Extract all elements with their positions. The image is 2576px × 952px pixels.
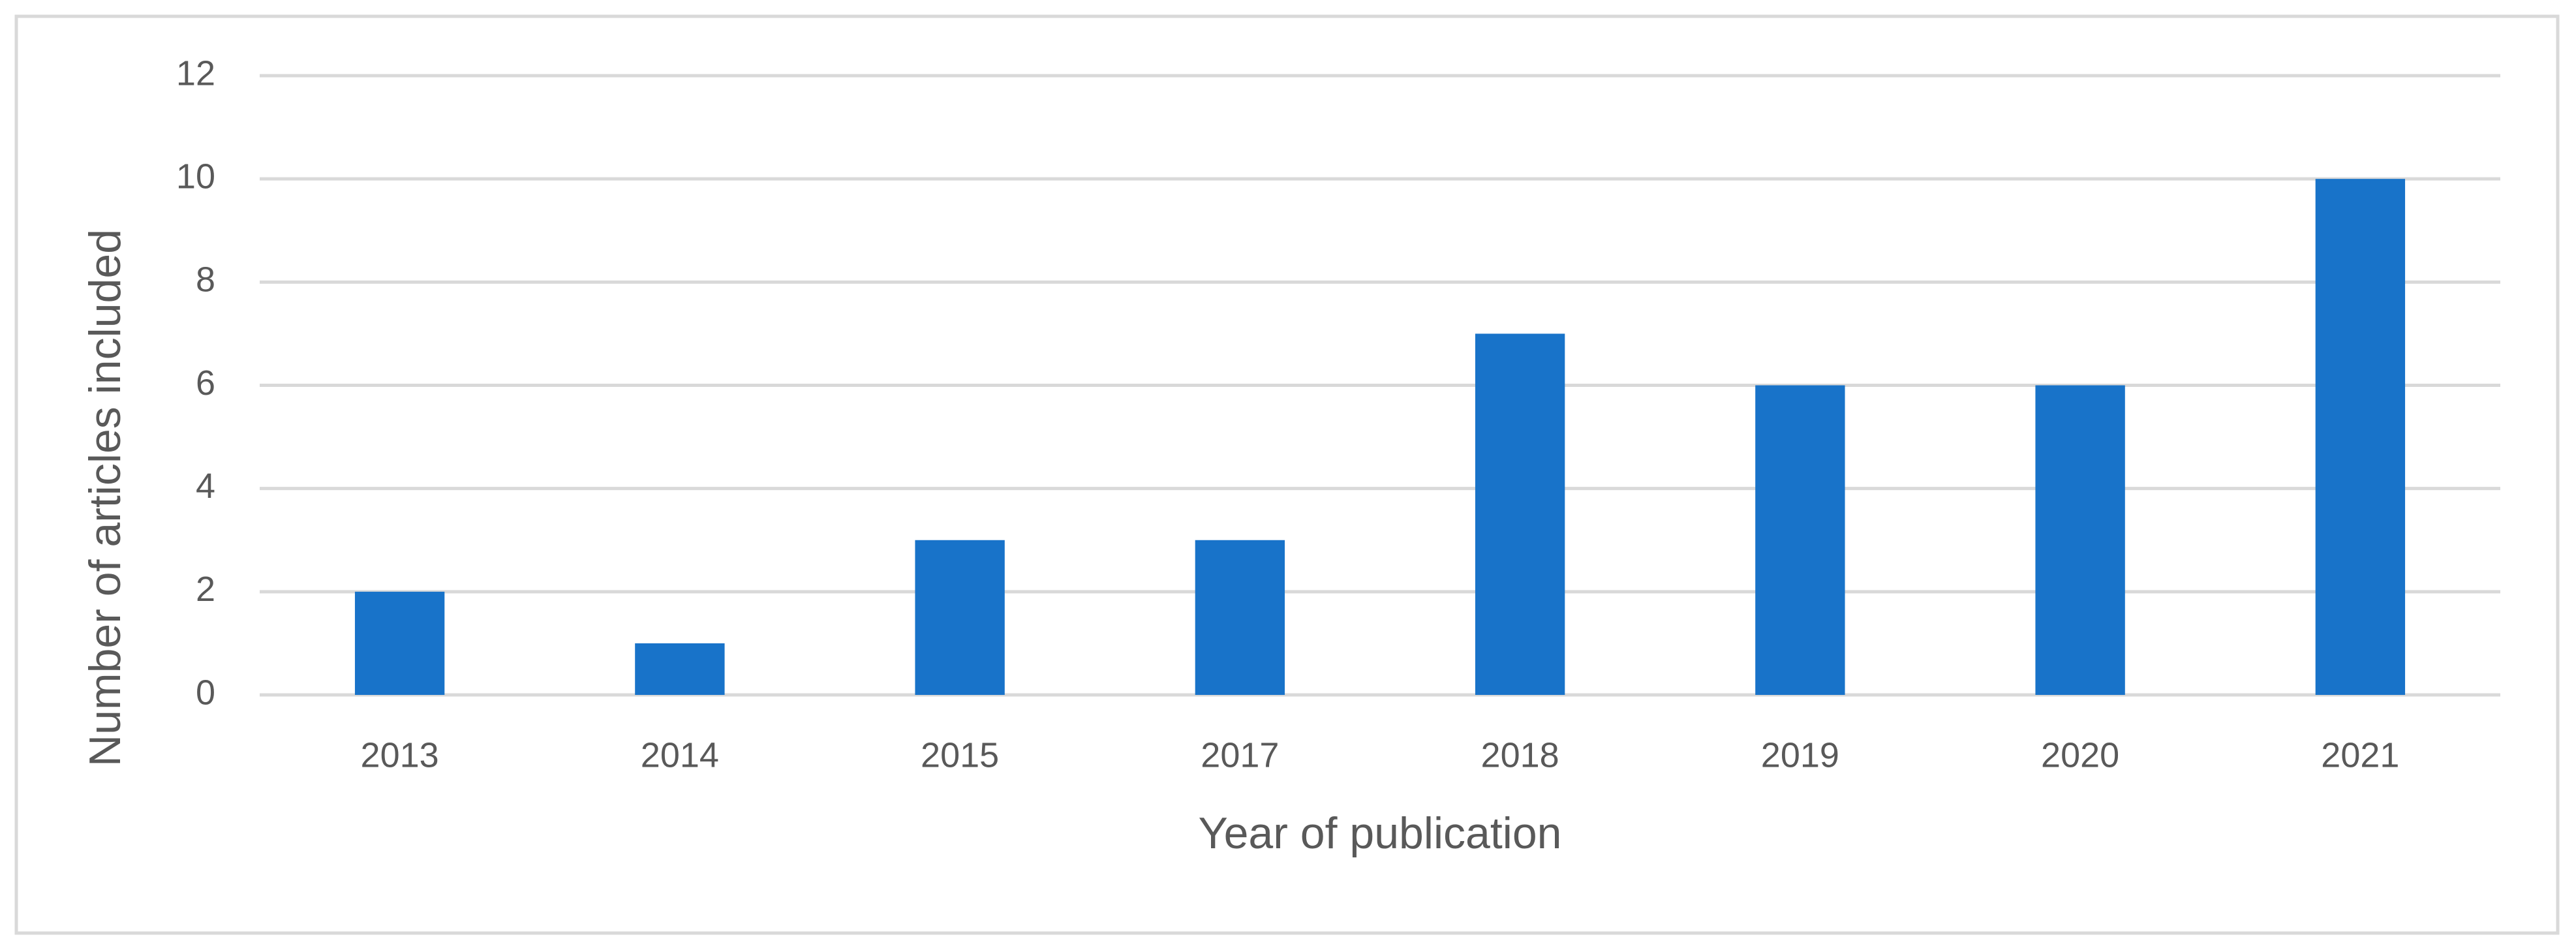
y-tick-label: 10 — [176, 157, 215, 196]
chart-border — [14, 14, 2560, 935]
bar — [2315, 179, 2406, 696]
y-tick-label: 6 — [196, 363, 215, 403]
y-tick-label: 0 — [196, 673, 215, 712]
y-tick-label: 12 — [176, 54, 215, 93]
x-tick-label: 2015 — [921, 735, 999, 775]
bar — [354, 591, 445, 695]
x-tick-label: 2020 — [2041, 735, 2119, 775]
bar — [1755, 385, 1845, 695]
bar — [915, 540, 1005, 695]
bar — [635, 643, 725, 695]
bar — [1195, 540, 1285, 695]
x-tick-label: 2018 — [1481, 735, 1559, 775]
x-tick-label: 2013 — [361, 735, 439, 775]
y-tick-label: 4 — [196, 467, 215, 506]
x-tick-label: 2019 — [1761, 735, 1839, 775]
y-tick-label: 8 — [196, 260, 215, 299]
x-axis-title: Year of publication — [1198, 808, 1561, 858]
y-axis-title: Number of articles included — [80, 229, 130, 767]
x-tick-label: 2021 — [2321, 735, 2399, 775]
bar — [1475, 333, 1565, 696]
x-tick-label: 2017 — [1201, 735, 1279, 775]
x-tick-label: 2014 — [641, 735, 719, 775]
bar — [2035, 385, 2125, 695]
y-tick-label: 2 — [196, 570, 215, 609]
